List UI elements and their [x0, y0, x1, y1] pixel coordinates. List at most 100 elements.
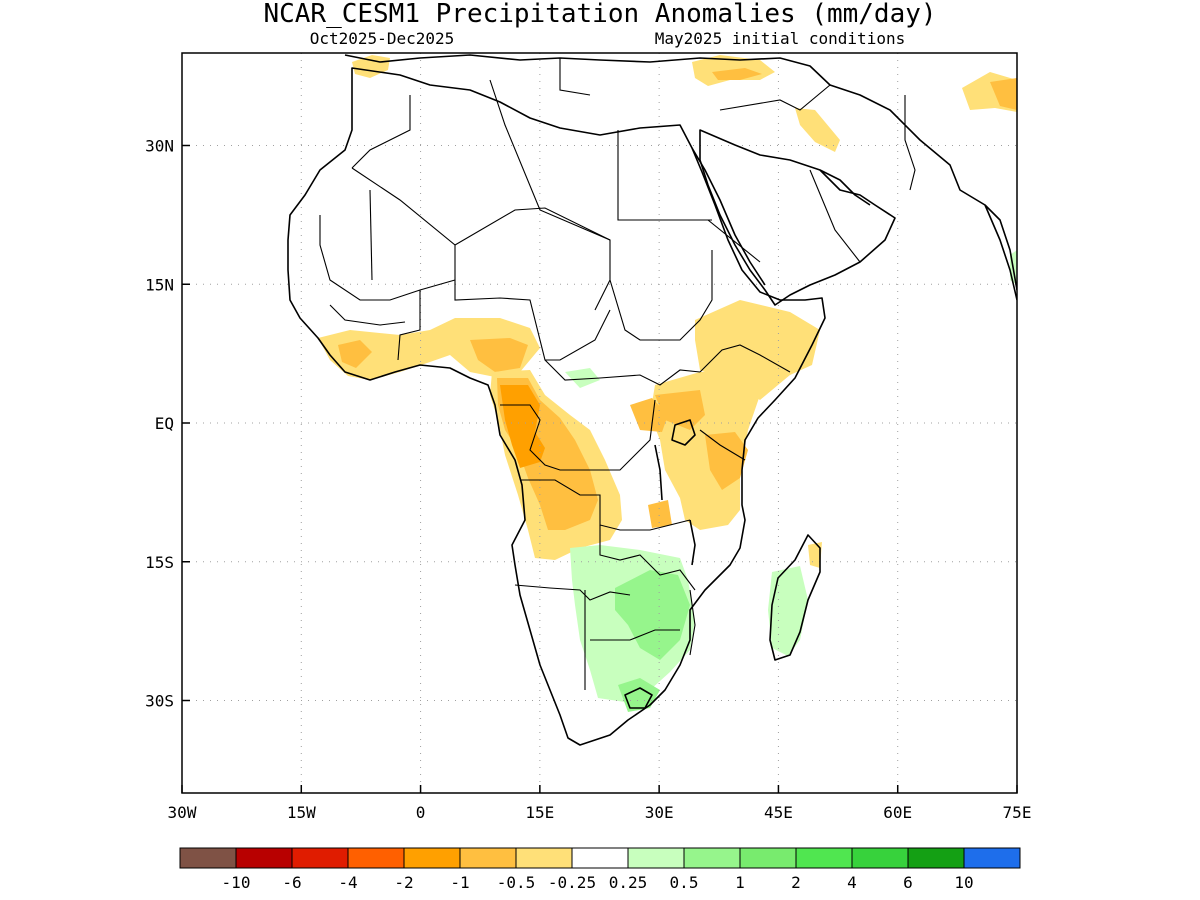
border-algeria-morocco: [351, 95, 411, 169]
border-botswana-sa: [590, 629, 680, 641]
lon-tick-label: 15E: [525, 803, 554, 822]
colorbar-swatch: [403, 847, 461, 869]
coastlines: [287, 54, 1017, 746]
anomaly-shading: [318, 55, 1017, 712]
colorbar-label: -0.25: [548, 873, 596, 892]
lat-tick-label: 30S: [145, 692, 174, 711]
border-car-south-sudan: [544, 359, 701, 386]
colorbar-swatch: [235, 847, 293, 869]
colorbar-swatch: [627, 847, 685, 869]
anomaly-patch-nigeria: [470, 338, 528, 372]
anomaly-patch-gabon-core: [500, 385, 545, 468]
anomaly-patch-kenya-core: [705, 432, 748, 490]
colorbar-label: 6: [903, 873, 913, 892]
border-niger-chad: [454, 280, 611, 361]
plot-area: [182, 53, 1017, 793]
colorbar-swatch: [851, 847, 909, 869]
colorbar-swatch: [739, 847, 797, 869]
border-senegal-guinea: [329, 304, 406, 326]
anomaly-patch-central-asia-core: [990, 78, 1017, 110]
anomaly-patch-madagascar: [768, 566, 808, 656]
lon-tick-label: 60E: [883, 803, 912, 822]
anomaly-patch-uganda: [655, 390, 705, 430]
colorbar-swatch: [795, 847, 853, 869]
map-title: NCAR_CESM1 Precipitation Anomalies (mm/d…: [263, 0, 936, 29]
colorbar-label: 2: [791, 873, 801, 892]
colorbar-label: -10: [222, 873, 251, 892]
colorbar: -10 -6 -4 -2 -1 -0.5 -0.25 0.25 0.5 1 2 4 6 10: [179, 847, 1021, 892]
red-sea-west: [691, 147, 766, 286]
colorbar-label: -4: [338, 873, 357, 892]
lon-tick-label: 30E: [645, 803, 674, 822]
colorbar-label: 1: [735, 873, 745, 892]
colorbar-swatch: [515, 847, 573, 869]
anomaly-patch-turkey-core: [712, 68, 762, 80]
mediterranean-north-coast: [344, 54, 1017, 291]
anomaly-patch-iran: [795, 108, 840, 152]
colorbar-swatch: [291, 847, 349, 869]
lat-tick-label: 15N: [145, 275, 174, 294]
border-mali-mauritania: [319, 167, 456, 301]
anomaly-patch-guinea: [338, 340, 372, 368]
initial-conditions: May2025 initial conditions: [655, 29, 905, 48]
colorbar-swatch: [179, 847, 237, 869]
border-chad-sudan: [609, 250, 713, 341]
border-ethiopia-kenya: [699, 344, 791, 373]
border-iran-afghanistan: [904, 95, 916, 191]
persian-gulf: [819, 169, 871, 206]
arabia-coastline: [699, 129, 896, 306]
anomaly-patch-tanzania-west: [648, 500, 672, 528]
lon-tick-label: 30W: [168, 803, 197, 822]
india-coastline: [984, 204, 1017, 301]
border-mauritania-mali: [369, 189, 373, 281]
border-sudan-eritrea: [707, 219, 761, 263]
border-gabon-congo: [500, 404, 580, 471]
colorbar-swatch: [683, 847, 741, 869]
lesotho-border: [624, 687, 653, 709]
border-syria-iraq-iran: [719, 84, 831, 111]
colorbar-swatch: [459, 847, 517, 869]
colorbar-label: 0.25: [609, 873, 648, 892]
axes: 30W 15W 0 15E 30E 45E 60E 75E 30N 15N EQ 15S 30S: [145, 137, 1031, 823]
border-drc-north: [580, 399, 656, 471]
lon-tick-label: 0: [416, 803, 426, 822]
border-burkina: [397, 290, 421, 361]
lat-tick-label: 15S: [145, 553, 174, 572]
lake-victoria: [671, 419, 696, 446]
colorbar-label: -0.5: [497, 873, 536, 892]
anomaly-patch-madagascar-north: [808, 542, 822, 568]
lon-tick-label: 75E: [1003, 803, 1032, 822]
colorbar-label: -6: [282, 873, 301, 892]
colorbar-swatch: [571, 847, 629, 869]
lat-tick-label: 30N: [145, 137, 174, 156]
colorbar-label: 0.5: [670, 873, 699, 892]
lake-malawi: [689, 519, 696, 566]
country-borders: [319, 58, 916, 690]
colorbar-swatch: [963, 847, 1021, 869]
lon-tick-label: 45E: [764, 803, 793, 822]
border-egypt-libya-sudan: [617, 130, 712, 221]
border-europe: [559, 58, 591, 96]
border-niger-algeria: [454, 207, 611, 246]
anomaly-patch-zimbabwe: [615, 570, 690, 660]
anomaly-patch-iberia: [352, 55, 390, 78]
colorbar-swatch: [347, 847, 405, 869]
border-saudi-yemen: [809, 169, 861, 263]
border-mozambique: [689, 589, 696, 656]
border-kenya-tanzania: [699, 429, 746, 461]
madagascar-coastline: [769, 534, 821, 661]
grid-lines: [182, 53, 1017, 793]
colorbar-swatch: [907, 847, 965, 869]
colorbar-label: 4: [847, 873, 857, 892]
border-zambia: [599, 525, 696, 591]
colorbar-label: 10: [954, 873, 973, 892]
border-algeria-libya: [489, 79, 611, 311]
lon-tick-label: 15W: [287, 803, 316, 822]
africa-coastline: [287, 67, 826, 746]
anomaly-patch-car: [565, 368, 600, 388]
colorbar-label: -2: [394, 873, 413, 892]
lat-tick-label: EQ: [155, 414, 174, 433]
anomaly-patch-ethiopia-somalia: [695, 300, 820, 400]
colorbar-label: -1: [450, 873, 469, 892]
